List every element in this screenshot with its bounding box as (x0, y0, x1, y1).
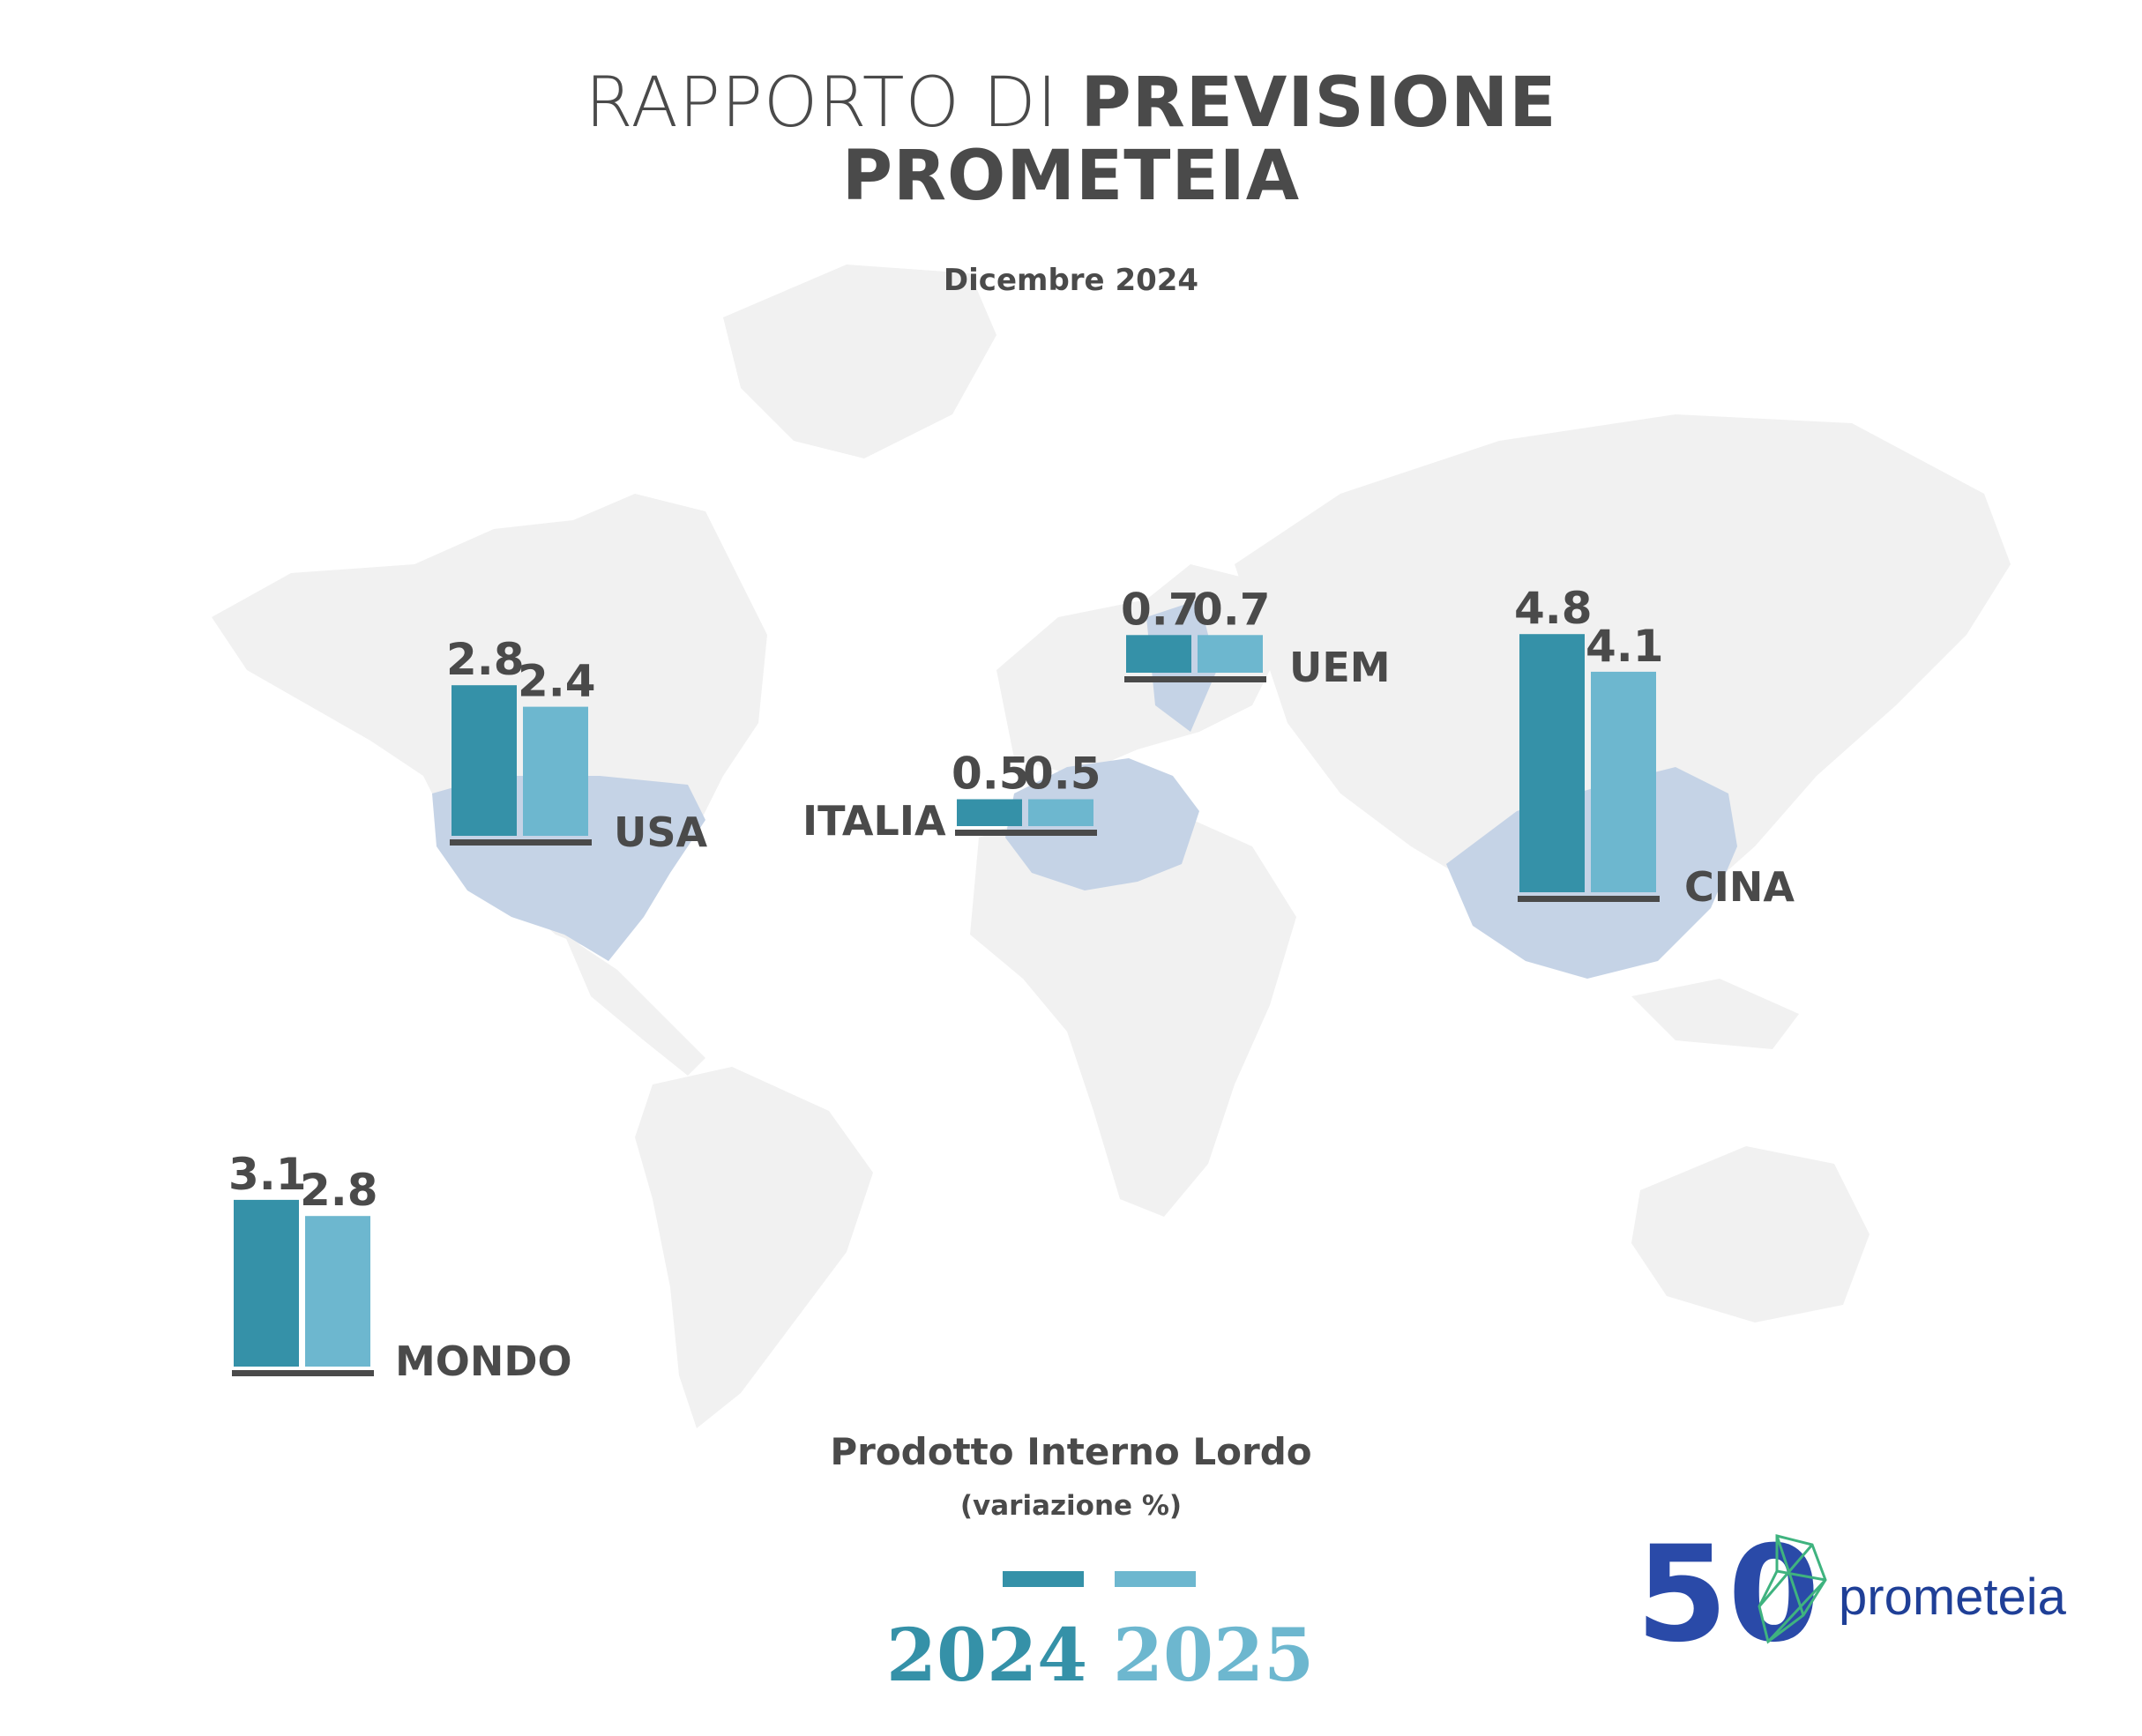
baseline-usa (450, 839, 592, 846)
value-label-usa-2025: 2.4 (518, 656, 596, 707)
region-label-mondo: MONDO (395, 1337, 572, 1385)
legend-subtitle: (variazione %) (959, 1490, 1183, 1522)
page-title: RAPPORTO DI PREVISIONE (0, 63, 2142, 143)
bar-usa-2024 (452, 685, 517, 836)
bar-uem-2025 (1198, 635, 1263, 673)
baseline-cina (1518, 896, 1660, 902)
value-label-uem-2024: 0.7 (1121, 584, 1199, 635)
bar-italia-2025 (1028, 799, 1093, 826)
value-label-italia-2024: 0.5 (952, 749, 1030, 800)
baseline-uem (1124, 676, 1266, 682)
chart-mondo: 3.1 2.8 MONDO (228, 1149, 572, 1385)
chart-uem: 0.7 0.7 UEM (1121, 584, 1391, 691)
title-light: RAPPORTO DI (585, 63, 1058, 143)
baseline-italia (955, 830, 1097, 836)
bar-cina-2025 (1591, 671, 1656, 892)
region-label-italia: ITALIA (802, 797, 946, 845)
bar-mondo-2024 (234, 1199, 299, 1367)
prometeia-50-logo: 50 (1636, 1518, 1827, 1659)
region-label-usa: USA (614, 808, 707, 856)
legend-swatch-2025 (1115, 1571, 1196, 1587)
logo-mesh-icon (1758, 1534, 1827, 1644)
value-label-cina-2024: 4.8 (1514, 583, 1593, 634)
region-label-uem: UEM (1289, 644, 1391, 691)
logo-number: 50 (1636, 1518, 1820, 1659)
bar-usa-2025 (523, 706, 588, 836)
title-bold: PREVISIONE (1080, 63, 1557, 143)
baseline-mondo (232, 1370, 374, 1376)
bar-cina-2024 (1519, 634, 1585, 892)
value-label-italia-2025: 0.5 (1023, 749, 1101, 800)
value-label-cina-2025: 4.1 (1586, 621, 1664, 672)
page-title-line2: PROMETEIA (841, 137, 1301, 216)
value-label-mondo-2025: 2.8 (300, 1165, 378, 1216)
value-label-uem-2025: 0.7 (1192, 584, 1271, 635)
legend-swatch-2024 (1003, 1571, 1084, 1587)
legend-year-2025: 2025 (1113, 1613, 1315, 1698)
value-label-mondo-2024: 3.1 (228, 1149, 307, 1200)
legend-year-2024: 2024 (886, 1613, 1088, 1698)
bar-uem-2024 (1126, 635, 1191, 673)
bar-italia-2024 (957, 799, 1022, 826)
logo-wordmark: prometeia (1839, 1568, 2066, 1626)
chart-cina: 4.8 4.1 CINA (1514, 583, 1795, 911)
chart-usa: 2.8 2.4 USA (446, 634, 707, 856)
chart-italia: 0.5 0.5 ITALIA (802, 749, 1101, 846)
value-label-usa-2024: 2.8 (446, 634, 525, 685)
report-date: Dicembre 2024 (943, 263, 1199, 298)
region-label-cina: CINA (1684, 863, 1795, 911)
bar-mondo-2025 (305, 1216, 370, 1367)
legend-title: Prodotto Interno Lordo (830, 1430, 1312, 1473)
